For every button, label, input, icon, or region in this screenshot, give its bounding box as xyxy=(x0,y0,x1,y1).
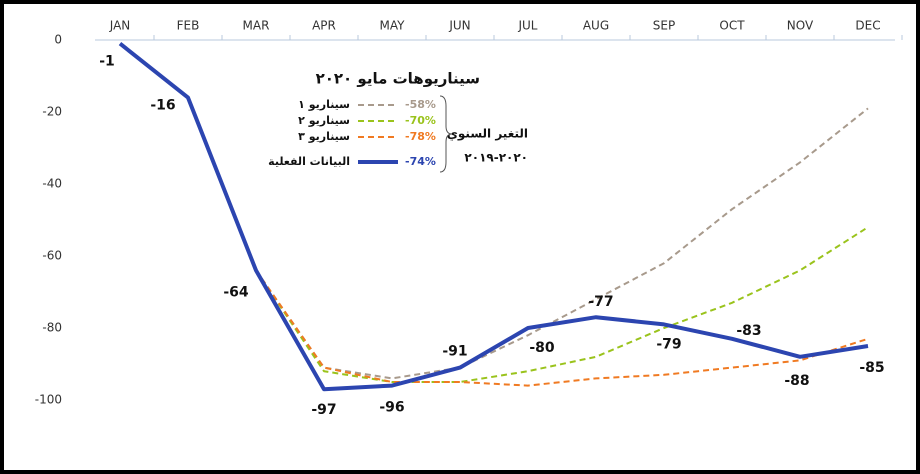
actual-line xyxy=(118,42,869,392)
legend-change: -58% xyxy=(405,98,436,111)
y-tick-label: -40 xyxy=(42,177,62,191)
data-label: -83 xyxy=(736,323,761,339)
data-label: -64 xyxy=(223,284,249,300)
scenario-line xyxy=(255,226,869,383)
x-tick-label: JUN xyxy=(448,19,470,33)
legend-label: سيناريو ١ xyxy=(298,98,350,111)
legend-label: سيناريو ٢ xyxy=(298,114,350,127)
legend-change: -78% xyxy=(405,130,436,143)
data-label: -77 xyxy=(588,294,613,310)
legend-label: سيناريو ٣ xyxy=(298,130,350,143)
x-tick-label: OCT xyxy=(719,19,745,33)
legend-change: -70% xyxy=(405,114,436,127)
x-tick-label: MAR xyxy=(243,19,270,33)
y-tick-label: -100 xyxy=(35,393,62,407)
data-label: -91 xyxy=(442,344,467,360)
y-tick-label: -60 xyxy=(42,249,62,263)
data-label: -80 xyxy=(529,340,555,356)
legend-label: البيانات الفعلية xyxy=(268,155,350,168)
data-label: -85 xyxy=(859,360,884,376)
x-tick-label: FEB xyxy=(177,19,200,33)
x-tick-label: DEC xyxy=(855,19,880,33)
x-tick-label: APR xyxy=(312,19,336,33)
data-label: -16 xyxy=(150,98,175,114)
data-label: -97 xyxy=(311,402,336,418)
x-tick-label: SEP xyxy=(653,19,675,33)
scenario-line xyxy=(255,269,869,387)
legend-bracket xyxy=(439,95,453,173)
scenario-line xyxy=(255,107,869,380)
y-tick-label: -20 xyxy=(42,105,62,119)
x-tick-label: AUG xyxy=(583,19,609,33)
data-label: -96 xyxy=(379,400,404,416)
data-label: -88 xyxy=(784,373,809,389)
legend-period: ٢٠٢٠-٢٠١٩ xyxy=(464,151,528,165)
data-label: -79 xyxy=(656,336,681,352)
x-tick-label: JAN xyxy=(109,19,131,33)
legend-title: سيناريوهات مايو ٢٠٢٠ xyxy=(316,70,480,88)
x-tick-label: NOV xyxy=(787,19,814,33)
data-label: -1 xyxy=(99,54,115,70)
x-tick-label: JUL xyxy=(517,19,537,33)
legend-note: التغير السنوي xyxy=(447,127,528,142)
legend-change: -74% xyxy=(405,155,436,168)
x-tick-label: MAY xyxy=(380,19,406,33)
y-tick-label: 0 xyxy=(54,33,62,47)
y-tick-label: -80 xyxy=(42,321,62,335)
